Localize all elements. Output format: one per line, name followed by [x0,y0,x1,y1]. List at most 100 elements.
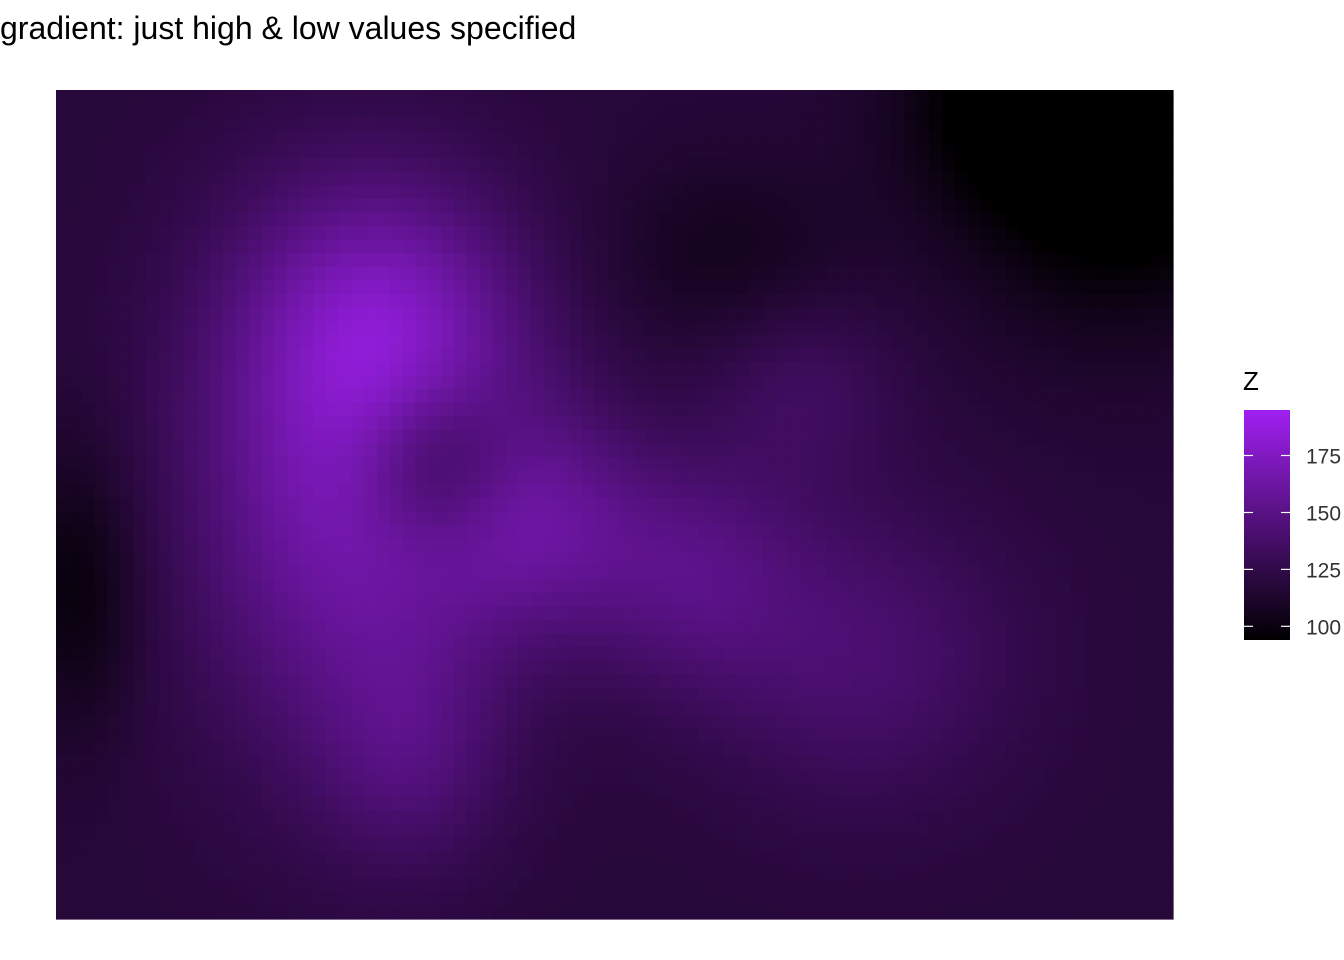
heatmap-cell [312,579,327,594]
heatmap-cell [235,130,250,145]
heatmap-cell [864,157,879,173]
heatmap-cell [364,253,378,268]
heatmap-cell [1031,361,1046,376]
heatmap-cell [839,647,853,662]
heatmap-cell [133,701,147,716]
heatmap-cell [287,239,301,254]
heatmap-cell [813,783,827,798]
heatmap-cell [646,239,661,254]
heatmap-cell [556,198,571,213]
heatmap-cell [890,348,904,363]
heatmap-cell [929,783,943,798]
heatmap-cell [441,266,455,281]
heatmap-cell [1160,687,1174,703]
heatmap-cell [1083,361,1097,376]
heatmap-cell [287,253,301,268]
heatmap-cell [312,361,327,376]
heatmap-cell [839,755,853,771]
heatmap-cell [556,783,571,798]
heatmap-cell [710,796,725,811]
heatmap-cell [222,293,237,309]
heatmap-cell [210,429,224,444]
heatmap-cell [505,239,519,254]
heatmap-cell [1006,796,1020,811]
heatmap-cell [774,375,789,390]
heatmap-cell [351,103,365,118]
heatmap-cell [582,851,596,866]
heatmap-cell [864,660,879,675]
heatmap-cell [466,429,481,444]
heatmap-cell [685,837,699,852]
heatmap-cell [1134,307,1148,322]
heatmap-cell [620,130,635,145]
heatmap-cell [646,484,661,499]
heatmap-cell [145,606,160,621]
heatmap-cell [1147,484,1161,499]
heatmap-cell [749,484,763,499]
heatmap-cell [120,620,134,635]
heatmap-cell [685,606,699,621]
heatmap-cell [672,565,686,580]
heatmap-cell [646,783,661,798]
heatmap-cell [1121,266,1136,281]
heatmap-cell [864,130,879,145]
heatmap-cell [312,388,327,404]
heatmap-cell [774,239,789,254]
heatmap-cell [184,388,198,404]
heatmap-cell [697,633,712,648]
heatmap-cell [492,130,506,145]
heatmap-cell [531,620,545,635]
heatmap-cell [672,674,686,689]
heatmap-cell [184,524,198,540]
heatmap-cell [608,715,622,730]
heatmap-cell [389,103,404,118]
heatmap-cell [633,388,648,404]
heatmap-cell [107,280,121,295]
heatmap-cell [518,524,532,540]
heatmap-cell [890,647,904,662]
heatmap-cell [325,361,340,376]
heatmap-cell [402,647,417,662]
heatmap-cell [582,769,596,784]
heatmap-cell [107,524,121,540]
heatmap-cell [210,470,224,485]
heatmap-cell [864,796,879,811]
heatmap-cell [120,280,134,295]
heatmap-cell [222,280,237,295]
heatmap-cell [1070,579,1084,594]
heatmap-cell [890,687,904,703]
heatmap-cell [813,620,827,635]
heatmap-cell [839,565,853,580]
heatmap-cell [56,701,70,716]
heatmap-cell [107,253,121,268]
heatmap-cell [839,796,853,811]
heatmap-cell [582,810,596,825]
heatmap-cell [672,239,686,254]
heatmap-cell [877,348,892,363]
heatmap-cell [492,348,506,363]
heatmap-cell [903,321,917,336]
heatmap-cell [569,524,583,540]
heatmap-cell [492,851,506,866]
heatmap-cell [364,742,378,757]
heatmap-cell [1095,253,1110,268]
heatmap-cell [736,511,750,526]
heatmap-cell [890,606,904,621]
heatmap-cell [325,334,340,349]
heatmap-cell [94,171,108,186]
heatmap-cell [1108,837,1123,852]
heatmap-cell [1057,185,1071,200]
heatmap-cell [492,660,506,675]
heatmap-cell [376,579,391,594]
heatmap-cell [479,538,494,553]
heatmap-cell [235,769,250,784]
heatmap-cell [222,144,237,159]
heatmap-cell [287,429,301,444]
heatmap-cell [338,321,352,336]
heatmap-cell [210,144,224,159]
heatmap-cell [1044,674,1059,689]
heatmap-cell [81,701,96,716]
heatmap-cell [646,185,661,200]
heatmap-cell [877,755,892,771]
heatmap-cell [235,524,250,540]
